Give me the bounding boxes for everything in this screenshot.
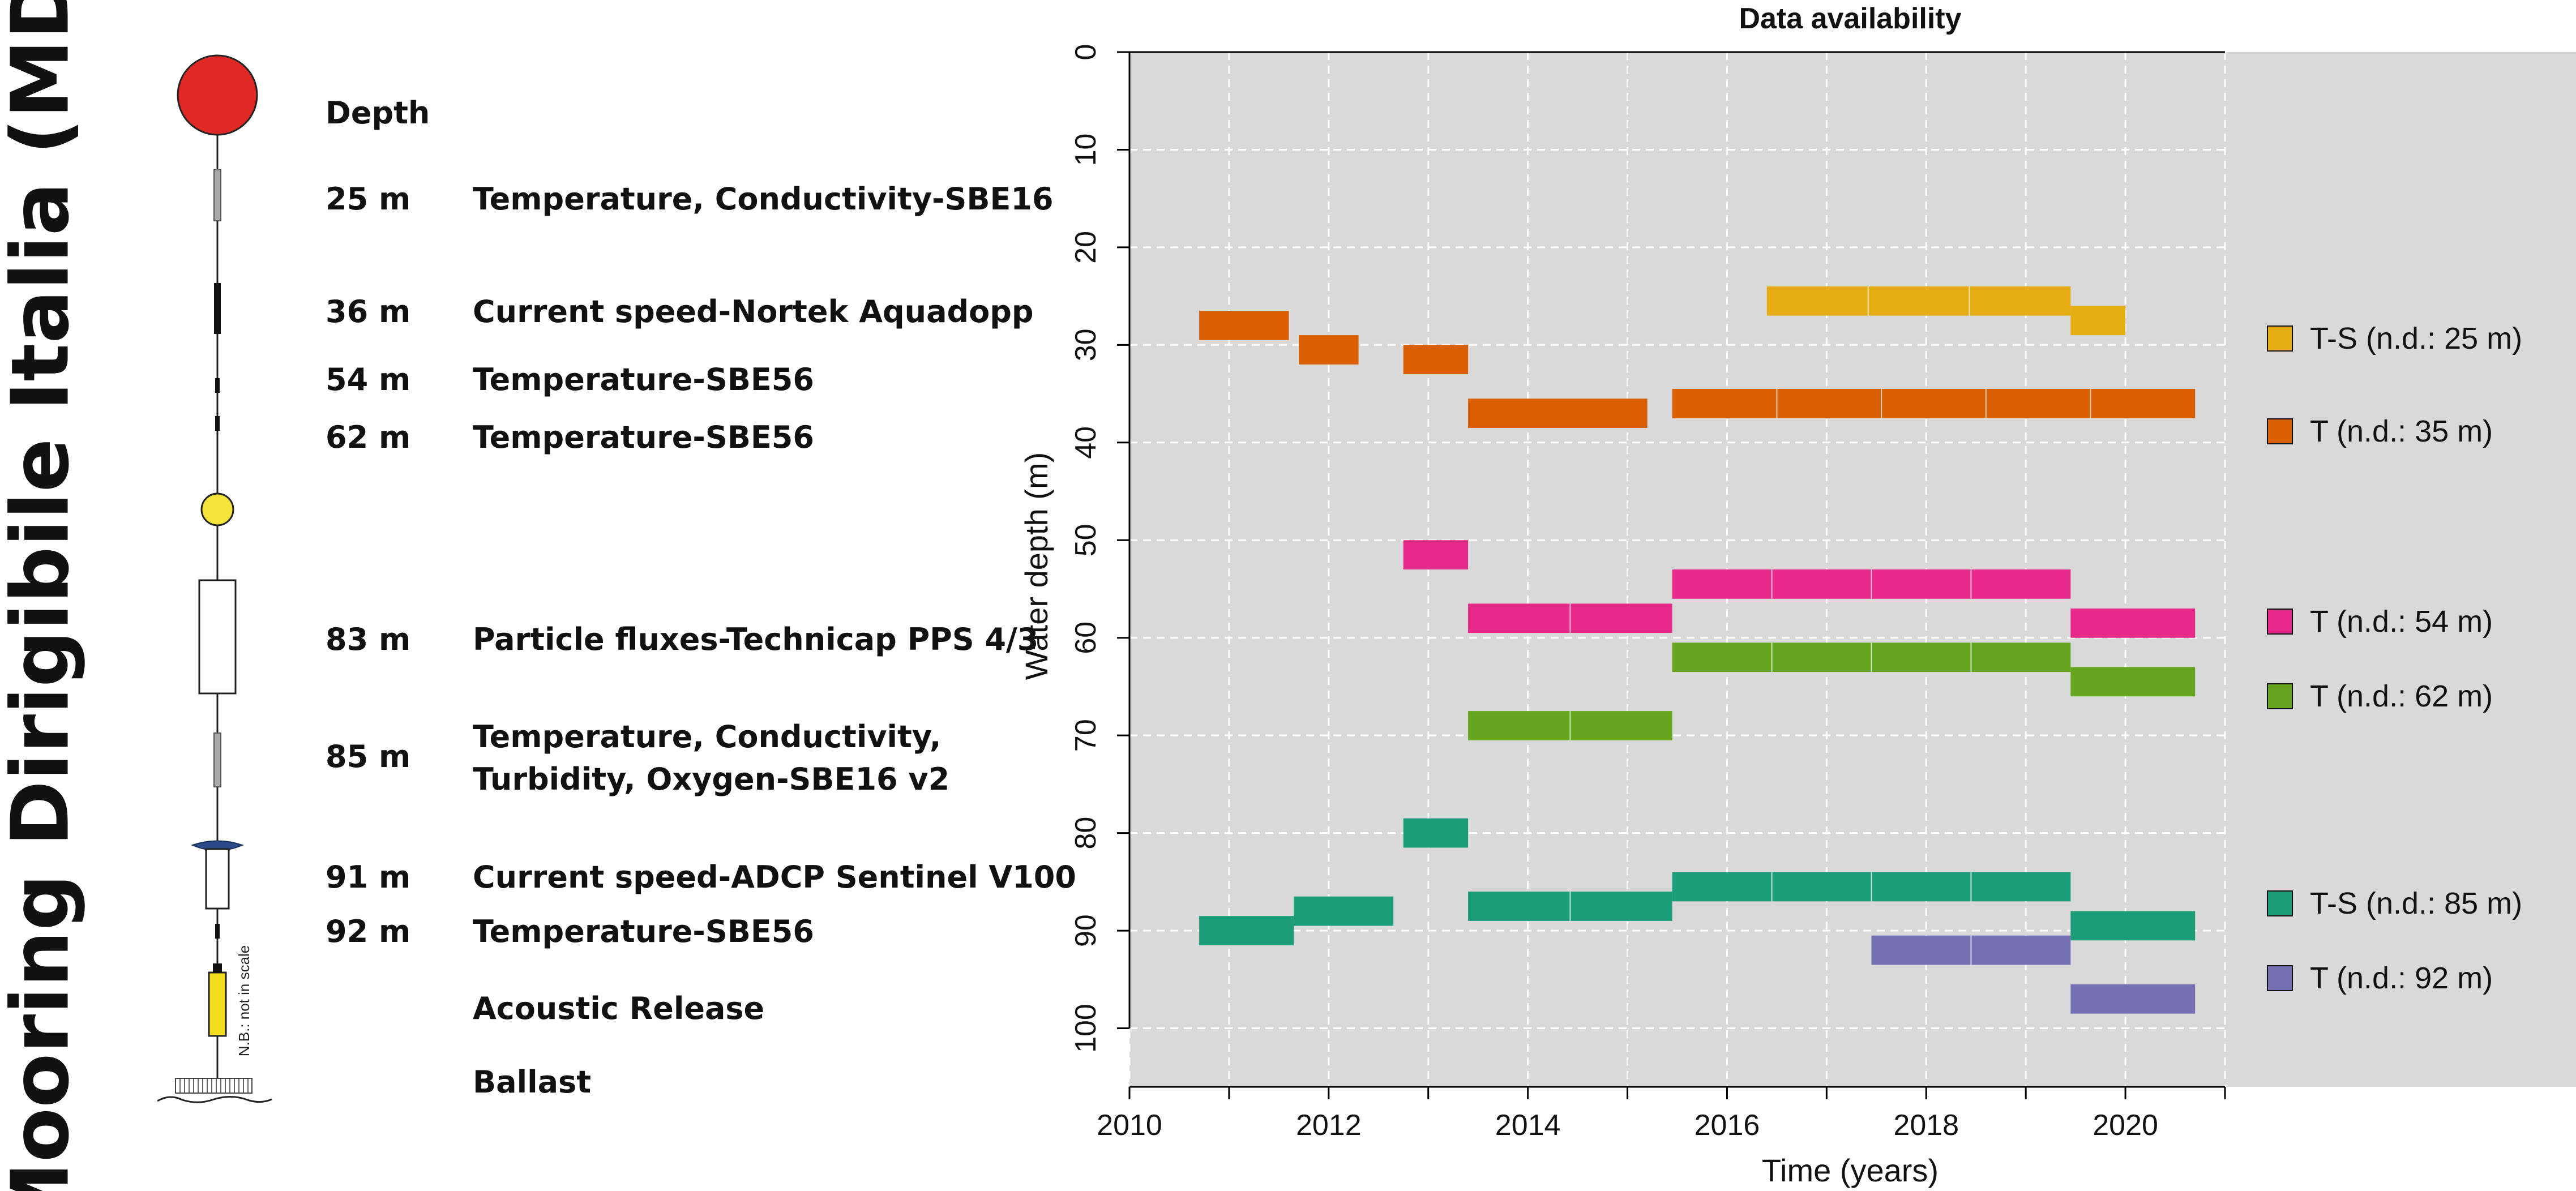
scale-note: N.B.: not in scale	[236, 945, 253, 1057]
x-axis-label: Time (years)	[1762, 1153, 1939, 1188]
instrument-depth: 91 m	[326, 859, 410, 895]
instrument-label: Ballast	[473, 1064, 591, 1100]
adcp-instrument-icon	[205, 848, 230, 910]
availability-bar	[1766, 286, 2071, 316]
legend-label: T (n.d.: 92 m)	[2310, 961, 2493, 995]
availability-bar	[1403, 345, 1469, 375]
instrument-depth: 83 m	[326, 622, 410, 657]
mooring-panel: Mooring Dirigibile Italia (MDI)	[0, 0, 1076, 1191]
instrument-depth: 25 m	[326, 181, 410, 217]
data-availability-chart: Data availability Time (years) Water dep…	[1019, 2, 2576, 1188]
y-tick-label: 50	[1069, 524, 1102, 556]
instrument-label: Temperature, Conductivity,	[473, 719, 941, 755]
legend-label: T-S (n.d.: 25 m)	[2310, 322, 2522, 355]
chart-title: Data availability	[1739, 2, 1961, 35]
availability-bar	[2070, 911, 2196, 941]
axes: 2010 2012 2014 2016 2018 2020 0 10 20 30 40 50 60 70 8…	[1069, 44, 2226, 1142]
sbe16v2-instrument-icon	[213, 732, 221, 787]
instrument-label: Acoustic Release	[473, 991, 764, 1026]
availability-bar	[2070, 984, 2196, 1014]
legend-swatch	[2267, 418, 2293, 444]
sbe56-54m-icon	[215, 378, 220, 393]
y-tick-label: 20	[1069, 231, 1102, 264]
instrument-label: Turbidity, Oxygen-SBE16 v2	[473, 761, 949, 797]
sbe56-62m-icon	[215, 416, 220, 431]
availability-bar	[1403, 818, 1469, 848]
availability-bar	[1403, 540, 1469, 569]
instrument-depth: 36 m	[326, 294, 410, 329]
x-tick-label: 2018	[1893, 1109, 1959, 1142]
availability-bar	[2070, 608, 2196, 638]
y-tick-label: 80	[1069, 817, 1102, 850]
availability-bar	[2070, 667, 2196, 697]
instrument-label: Temperature, Conductivity-SBE16	[473, 181, 1054, 217]
x-tick-label: 2012	[1296, 1109, 1362, 1142]
aquadopp-instrument-icon	[214, 283, 221, 334]
y-tick-label: 30	[1069, 328, 1102, 361]
legend-swatch	[2267, 325, 2293, 352]
bars	[1199, 286, 2196, 1014]
y-tick-label: 70	[1069, 719, 1102, 752]
availability-bar	[1672, 388, 2196, 418]
instrument-label: Current speed-Nortek Aquadopp	[473, 294, 1034, 329]
legend-label: T-S (n.d.: 85 m)	[2310, 886, 2522, 920]
x-tick-label: 2010	[1097, 1109, 1162, 1142]
legend-label: T (n.d.: 62 m)	[2310, 679, 2493, 713]
legend-swatch	[2267, 683, 2293, 709]
acoustic-release-icon	[208, 971, 227, 1037]
subsurface-buoy-icon	[200, 492, 234, 526]
legend-label: T (n.d.: 35 m)	[2310, 414, 2493, 448]
mooring-title: Mooring Dirigibile Italia (MDI)	[0, 0, 87, 1191]
y-tick-label: 60	[1069, 622, 1102, 654]
x-tick-label: 2014	[1495, 1109, 1561, 1142]
availability-bar	[1294, 896, 1394, 926]
y-tick-label: 10	[1069, 134, 1102, 166]
instrument-label: Temperature-SBE56	[473, 914, 814, 949]
instrument-depth: 85 m	[326, 739, 410, 774]
availability-bar	[1468, 399, 1648, 428]
instrument-label: Temperature-SBE56	[473, 419, 814, 455]
ballast-icon	[157, 1078, 272, 1103]
y-tick-label: 40	[1069, 426, 1102, 459]
availability-bar	[2070, 306, 2126, 336]
y-tick-label: 0	[1069, 44, 1102, 61]
y-tick-label: 100	[1069, 1004, 1102, 1053]
sbe56-92m-icon	[215, 924, 220, 939]
instrument-label: Current speed-ADCP Sentinel V100	[473, 859, 1076, 895]
legend-swatch	[2267, 609, 2293, 635]
availability-bar	[1199, 916, 1294, 945]
instrument-depth: 54 m	[326, 362, 410, 397]
legend-swatch	[2267, 890, 2293, 916]
instrument-label: Particle fluxes-Technicap PPS 4/3	[473, 622, 1038, 657]
availability-bar	[1299, 335, 1359, 365]
x-tick-label: 2020	[2093, 1109, 2158, 1142]
legend-swatch	[2267, 965, 2293, 991]
instrument-depth: 92 m	[326, 914, 410, 949]
x-tick-label: 2016	[1694, 1109, 1760, 1142]
legend-label: T (n.d.: 54 m)	[2310, 605, 2493, 639]
depth-header: Depth	[326, 95, 430, 131]
sbe16-instrument-icon	[213, 169, 221, 221]
instrument-depth: 62 m	[326, 419, 410, 455]
release-cap-icon	[213, 963, 222, 972]
y-tick-label: 90	[1069, 914, 1102, 947]
legend: T-S (n.d.: 25 m) T (n.d.: 35 m) T (n.d.: 5…	[2267, 322, 2522, 995]
y-axis-label: Water depth (m)	[1019, 452, 1054, 680]
instrument-label: Temperature-SBE56	[473, 362, 814, 397]
availability-bar	[1199, 311, 1289, 340]
surface-buoy-icon	[177, 54, 258, 136]
sediment-trap-icon	[198, 579, 237, 695]
